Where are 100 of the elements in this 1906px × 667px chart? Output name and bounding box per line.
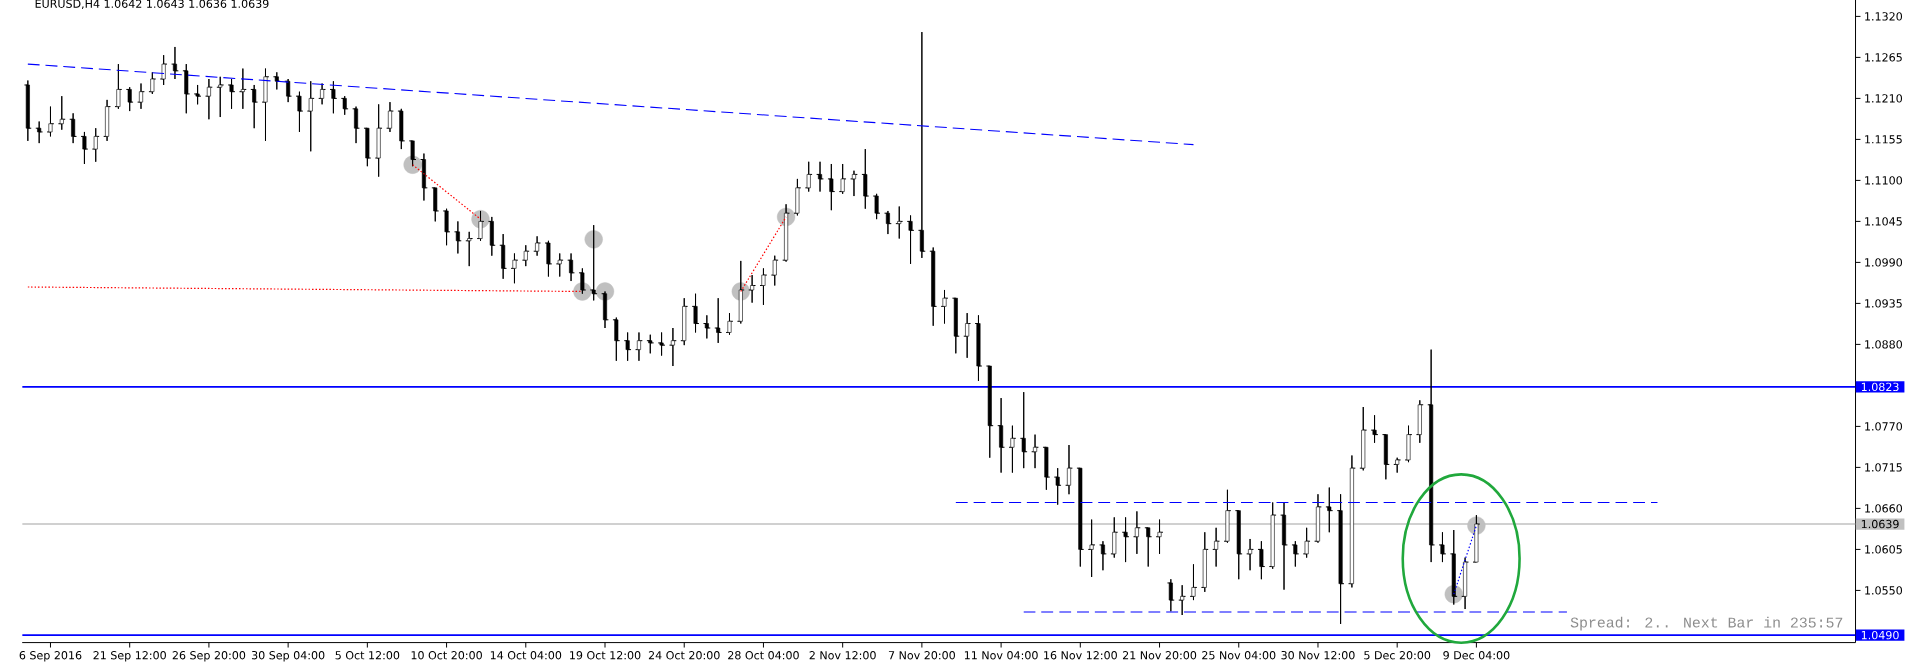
candlestick xyxy=(1472,514,1481,563)
candlestick xyxy=(397,108,406,150)
candlestick xyxy=(533,235,541,257)
candlestick xyxy=(352,105,360,144)
candlestick xyxy=(363,127,372,167)
candlestick xyxy=(1189,563,1198,601)
ref-line-label: 1.0823 xyxy=(1861,382,1899,391)
point xyxy=(584,230,603,249)
candlestick xyxy=(476,210,485,242)
candlestick xyxy=(669,327,677,367)
y-tick-label: 1.0770 xyxy=(1865,422,1903,431)
candlestick xyxy=(272,71,281,90)
candlestick xyxy=(193,84,202,105)
candlestick xyxy=(182,63,191,114)
candlestick xyxy=(646,334,655,354)
candlestick xyxy=(69,112,78,144)
x-tick-label: 5 Oct 12:00 xyxy=(335,650,400,660)
candlestick xyxy=(997,397,1005,473)
y-tick-label: 1.1045 xyxy=(1865,217,1902,226)
candlestick xyxy=(1121,516,1130,563)
candlestick xyxy=(691,293,700,333)
candlestick xyxy=(103,99,111,142)
candlestick xyxy=(601,290,609,329)
candlestick xyxy=(736,260,745,324)
candlestick xyxy=(1076,467,1085,567)
x-tick-label: 24 Oct 20:00 xyxy=(648,650,720,660)
candlestick xyxy=(838,163,847,195)
candlestick xyxy=(306,80,315,152)
candlestick xyxy=(46,105,55,137)
candlestick xyxy=(1314,493,1322,544)
y-tick-label: 1.1155 xyxy=(1865,135,1902,144)
x-tick-label: 30 Sep 04:00 xyxy=(251,650,325,662)
x-tick-label: 16 Nov 12:00 xyxy=(1044,650,1117,660)
x-tick-label: 21 Sep 12:00 xyxy=(93,650,166,662)
candlestick xyxy=(159,54,168,86)
candlestick xyxy=(318,82,326,105)
candlestick xyxy=(1246,538,1254,571)
candlestick xyxy=(1381,433,1390,480)
candlestick xyxy=(1257,540,1266,580)
y-tick-label: 1.1210 xyxy=(1865,94,1903,103)
candlestick xyxy=(125,86,134,112)
candlestick xyxy=(284,78,293,103)
candlestick xyxy=(804,161,813,192)
y-tick-label: 1.0990 xyxy=(1865,258,1903,267)
x-tick-label: 6 Sep 2016 xyxy=(19,650,82,662)
y-tick-label: 1.0880 xyxy=(1865,340,1903,349)
candlestick xyxy=(1099,540,1107,571)
candlestick xyxy=(1438,531,1447,563)
candlestick xyxy=(1133,510,1141,555)
candlestick xyxy=(442,208,451,246)
candlestick xyxy=(782,203,790,262)
candlestick xyxy=(827,163,836,211)
y-tick-label: 1.0550 xyxy=(1865,586,1903,595)
candlestick xyxy=(499,233,508,280)
candlestick xyxy=(216,76,225,118)
candlestick xyxy=(114,63,123,110)
candlestick xyxy=(1053,467,1062,506)
candlestick xyxy=(612,316,621,362)
y-tick-label: 1.1100 xyxy=(1865,176,1903,185)
candlestick xyxy=(487,216,496,257)
candlestick xyxy=(453,220,462,254)
candlestick xyxy=(816,161,824,192)
x-tick-label: 11 Nov 04:00 xyxy=(964,650,1038,660)
candlestick xyxy=(91,127,100,163)
candlestick xyxy=(386,101,394,133)
candlestick xyxy=(1166,578,1175,612)
candlestick xyxy=(1393,457,1402,473)
candlestick xyxy=(951,297,960,354)
y-tick-label: 1.0660 xyxy=(1865,504,1903,513)
candlestick xyxy=(793,178,802,216)
candlestick xyxy=(1223,489,1232,544)
x-tick-label: 19 Oct 12:00 xyxy=(570,650,641,660)
x-tick-label: 7 Nov 20:00 xyxy=(888,650,955,660)
y-tick-label: 1.1265 xyxy=(1865,53,1902,62)
candlestick xyxy=(23,79,32,142)
candlestick xyxy=(1019,391,1028,469)
candlestick xyxy=(1348,454,1356,588)
candlestick xyxy=(431,187,440,222)
candlestick xyxy=(555,252,564,277)
candlestick xyxy=(420,152,428,201)
candlestick xyxy=(1268,501,1277,570)
candlestick xyxy=(1042,446,1051,491)
candlestick xyxy=(974,314,983,382)
candlestick xyxy=(884,210,892,235)
candlestick xyxy=(1087,518,1096,578)
candlestick xyxy=(1359,406,1368,471)
x-tick-label: 25 Nov 04:00 xyxy=(1202,650,1276,660)
candlestick xyxy=(940,289,949,324)
x-tick-label: 2 Nov 12:00 xyxy=(809,650,876,660)
x-tick-label: 10 Oct 20:00 xyxy=(411,650,482,660)
candlestick xyxy=(329,80,338,114)
candlestick xyxy=(171,46,179,80)
candlestick xyxy=(465,231,474,267)
ref-line-label: 1.0639 xyxy=(1861,519,1899,529)
candlestick xyxy=(578,267,587,295)
candlestick xyxy=(963,312,972,359)
candlestick xyxy=(1370,414,1379,444)
candlestick xyxy=(1178,584,1187,616)
candlestick xyxy=(1449,529,1458,605)
candlestick xyxy=(1302,527,1311,558)
